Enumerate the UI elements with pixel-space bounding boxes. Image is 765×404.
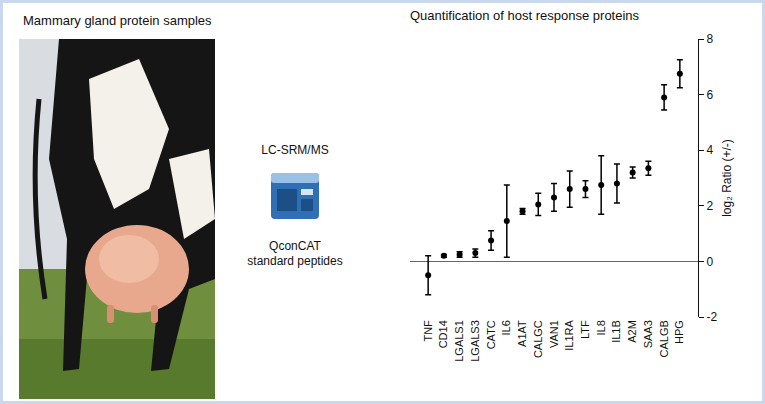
html-text:Mammary gland protein samples: Mammary gland protein samples xyxy=(23,13,212,28)
html-text:standard peptides: standard peptides xyxy=(247,254,343,268)
svg-text:8: 8 xyxy=(706,32,713,46)
svg-text:CATC: CATC xyxy=(485,320,497,349)
svg-text:CD14: CD14 xyxy=(437,320,449,348)
svg-text:HPG: HPG xyxy=(673,320,685,344)
svg-text:4: 4 xyxy=(706,143,713,157)
html-text:LC-SRM/MS: LC-SRM/MS xyxy=(261,143,329,157)
svg-text:VAN1: VAN1 xyxy=(548,320,560,348)
svg-text:IL1RA: IL1RA xyxy=(563,320,575,351)
svg-text:CALGC: CALGC xyxy=(532,320,544,358)
svg-text:IL8: IL8 xyxy=(595,320,607,335)
svg-text:LTF: LTF xyxy=(579,320,591,339)
svg-text:CALGB: CALGB xyxy=(658,320,670,357)
svg-text:-2: -2 xyxy=(706,310,717,324)
svg-text:SAA3: SAA3 xyxy=(642,320,654,348)
svg-text:LGALS1: LGALS1 xyxy=(453,320,465,362)
svg-text:LGALS3: LGALS3 xyxy=(469,320,481,362)
svg-text:0: 0 xyxy=(706,255,713,269)
html-text:QconCAT: QconCAT xyxy=(269,239,321,253)
svg-text:IL6: IL6 xyxy=(500,320,512,335)
svg-text:6: 6 xyxy=(706,88,713,102)
svg-text:2: 2 xyxy=(706,199,713,213)
svg-text:Quantification of host respons: Quantification of host response proteins xyxy=(410,8,640,23)
svg-text:log₂ Ratio (+/-): log₂ Ratio (+/-) xyxy=(720,139,734,217)
svg-text:TNF: TNF xyxy=(422,320,434,342)
svg-text:A2M: A2M xyxy=(626,320,638,343)
svg-text:A1AT: A1AT xyxy=(516,320,528,347)
svg-text:IL1B: IL1B xyxy=(611,320,623,343)
